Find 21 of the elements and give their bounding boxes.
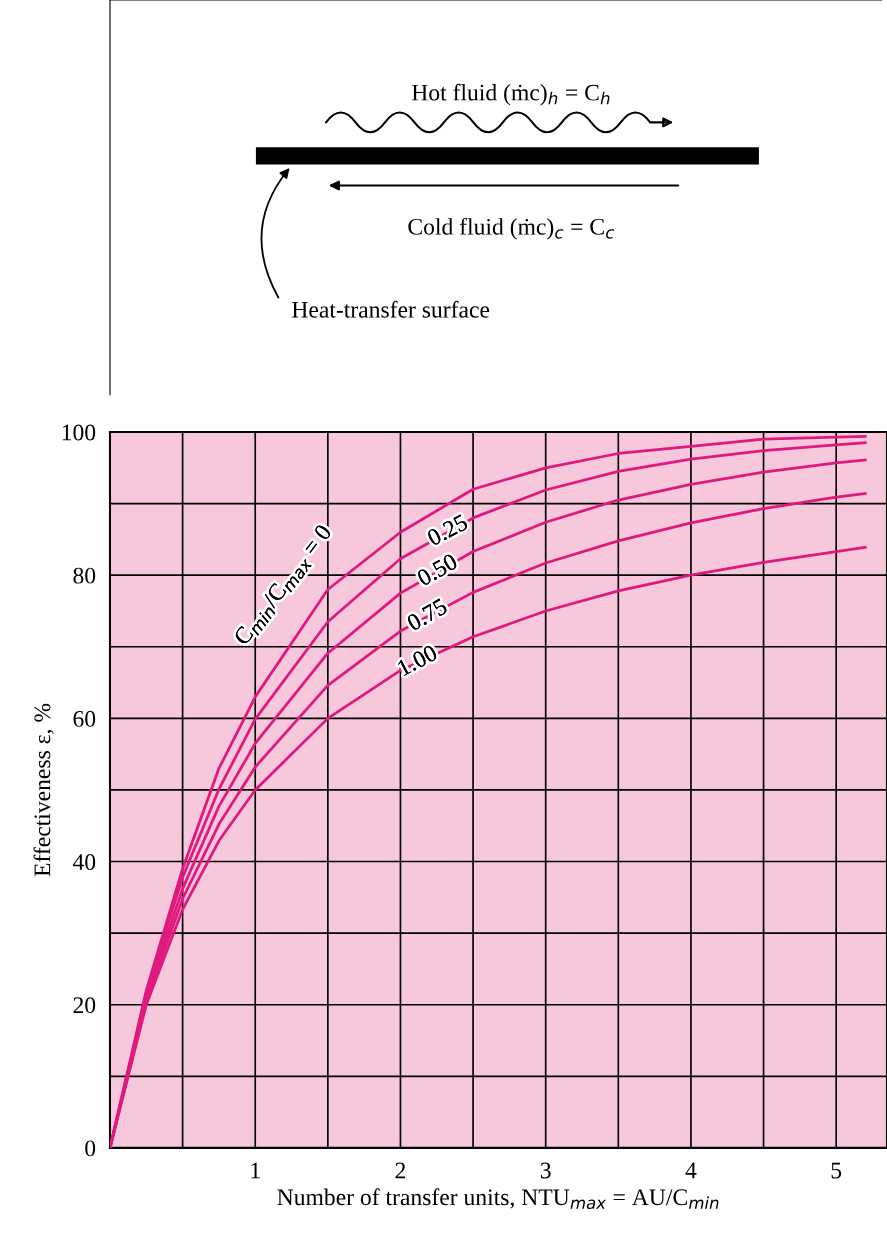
x-tick-label: 1 <box>251 1162 260 1179</box>
text: C$_{min}$/C$_{max}$ = 0 <box>233 523 336 649</box>
text: 0.25 <box>426 513 469 547</box>
y-tick-label: 100 <box>62 424 96 441</box>
text: Heat-transfer surface <box>292 300 490 318</box>
x-tick-label: 2 <box>395 1162 406 1179</box>
y-tick-label: 60 <box>73 710 96 727</box>
y-tick-label: 40 <box>72 854 96 870</box>
y-axis-title: Effectiveness ε, % <box>33 703 54 877</box>
y-tick-label: 0 <box>85 1140 96 1157</box>
x-tick-label: 3 <box>540 1162 551 1179</box>
y-tick-label: 20 <box>73 997 96 1014</box>
text: 1.00 <box>396 644 439 677</box>
text: 0.50 <box>416 552 459 587</box>
x-axis-title: Number of transfer units, NTU$_{max}$ = AU/C$_{min}$ <box>277 1188 719 1210</box>
x-tick-label: 4 <box>685 1162 697 1179</box>
x-tick-label: 5 <box>831 1162 842 1179</box>
text: Cold fluid (ṁc)$_{c}$ = C$_{c}$ <box>408 217 615 240</box>
y-tick-label: 80 <box>73 567 96 584</box>
text: 0.75 <box>405 597 449 632</box>
text: Hot fluid (ṁc)$_{h}$ = C$_{h}$ <box>411 83 610 106</box>
